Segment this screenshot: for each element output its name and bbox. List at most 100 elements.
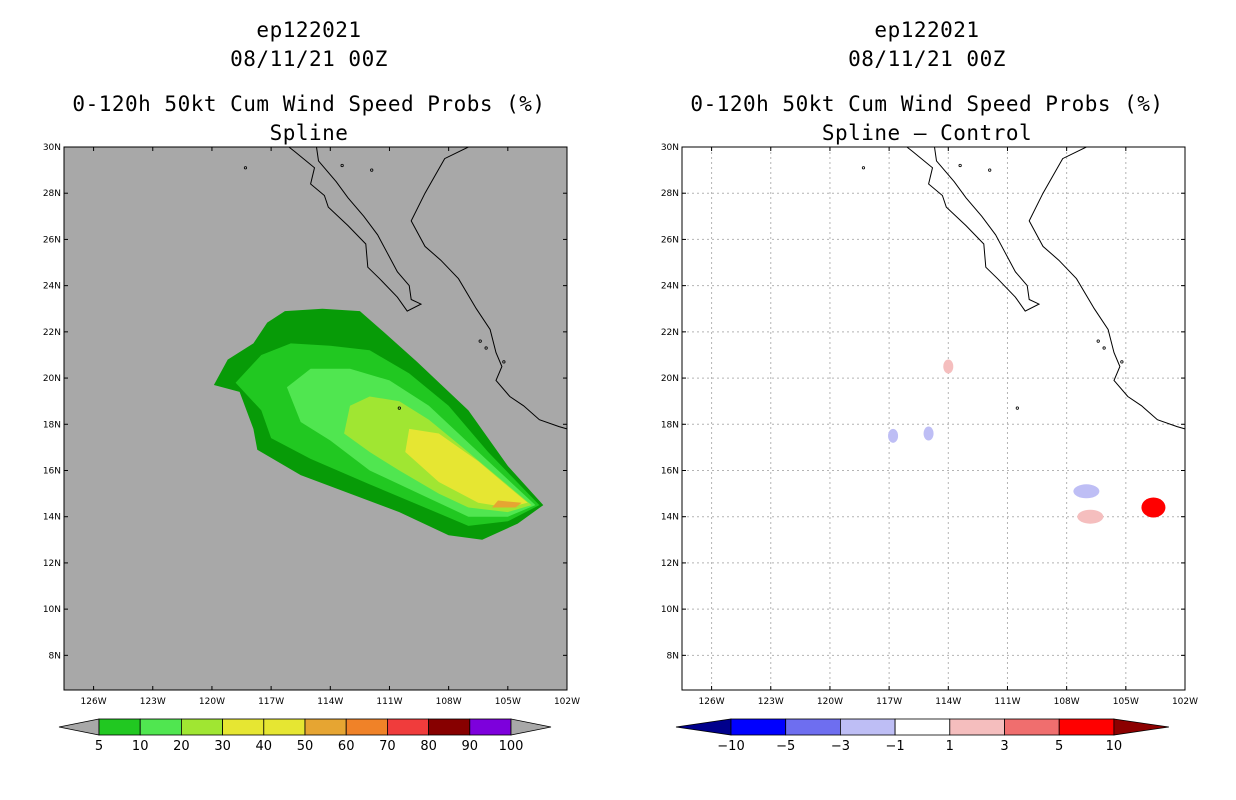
colorbar-box: [785, 718, 841, 736]
y-tick-label: 30N: [43, 143, 61, 153]
colorbar-box: [840, 718, 896, 736]
colorbar-box: [222, 718, 265, 736]
x-tick-label: 123W: [758, 697, 784, 707]
colorbar-box: [1004, 718, 1060, 736]
method-name: Spline: [269, 121, 349, 145]
y-tick-label: 18N: [661, 420, 679, 430]
y-tick-label: 18N: [43, 420, 61, 430]
product-name: 0-120h 50kt Cum Wind Speed Probs (%): [690, 92, 1164, 116]
colorbar-label: −1: [886, 739, 905, 754]
island: [861, 166, 866, 170]
y-tick-label: 16N: [43, 466, 61, 476]
colorbar-label: −10: [717, 739, 744, 754]
y-tick-label: 22N: [661, 328, 679, 338]
x-tick-label: 111W: [376, 697, 402, 707]
colorbar-box: [730, 718, 787, 736]
x-tick-label: 105W: [495, 697, 521, 707]
method-name: Spline – Control: [821, 121, 1033, 145]
colorbar-label: 80: [420, 739, 437, 754]
y-tick-label: 24N: [43, 282, 61, 292]
colorbar-box: [428, 718, 471, 736]
colorbar-left-arrow: [675, 718, 732, 736]
contour-60: [492, 500, 522, 508]
colorbar-box: [949, 718, 1005, 736]
x-tick-label: 120W: [199, 697, 225, 707]
x-tick-label: 102W: [1172, 697, 1198, 707]
storm-id: ep122021: [874, 18, 980, 42]
right-panel-title: ep122021 08/11/21 00Z 0-120h 50kt Cum Wi…: [618, 16, 1236, 148]
y-tick-label: 30N: [661, 143, 679, 153]
x-tick-label: 120W: [817, 697, 843, 707]
colorbar-label: 1: [946, 739, 954, 754]
x-tick-label: 105W: [1113, 697, 1139, 707]
colorbar-label: −3: [831, 739, 850, 754]
product-name: 0-120h 50kt Cum Wind Speed Probs (%): [72, 92, 546, 116]
x-tick-label: 117W: [876, 697, 902, 707]
colorbar-label: −5: [776, 739, 795, 754]
y-tick-label: 14N: [43, 513, 61, 523]
y-tick-label: 8N: [667, 651, 679, 661]
y-tick-label: 22N: [43, 328, 61, 338]
island: [1102, 346, 1106, 350]
difference-feature: [943, 359, 954, 374]
left-map-panel: 126W 123W 120W 117W 114W 111W 108W 105W 102W 8N 10…: [43, 143, 580, 754]
colorbar-right-arrow: [510, 718, 552, 736]
y-tick-label: 20N: [43, 374, 61, 384]
map-frame: [63, 146, 568, 691]
difference-feature-core: [1145, 500, 1162, 515]
y-tick-label: 26N: [43, 235, 61, 245]
x-tick-label: 111W: [994, 697, 1020, 707]
y-tick-label: 24N: [661, 282, 679, 292]
colorbar-right-arrow: [1113, 718, 1169, 736]
island: [502, 360, 506, 364]
left-panel-title: ep122021 08/11/21 00Z 0-120h 50kt Cum Wi…: [0, 16, 618, 148]
y-tick-label: 12N: [43, 559, 61, 569]
difference-feature: [1073, 484, 1100, 499]
y-tick-label: 10N: [43, 605, 61, 615]
colorbar-box: [304, 718, 347, 736]
colorbar-box: [469, 718, 512, 736]
forecast-time: 08/11/21 00Z: [848, 47, 1006, 71]
island: [1015, 406, 1019, 410]
map-content: [213, 147, 567, 540]
island: [370, 168, 374, 172]
storm-id: ep122021: [256, 18, 362, 42]
contour-50: [452, 479, 528, 506]
island: [397, 406, 401, 410]
island: [958, 163, 962, 168]
colorbar: −10 −5 −3 −1 1 3 5 10: [675, 718, 1169, 754]
colorbar: 5 10 20 30 40 50 60 70 80 90 100: [58, 718, 552, 754]
colorbar-label: 40: [256, 739, 273, 754]
right-map-panel: 126W 123W 120W 117W 114W 111W 108W 105W 102W 8N 10…: [661, 143, 1198, 754]
x-tick-label: 114W: [317, 697, 343, 707]
colorbar-box: [180, 718, 223, 736]
y-tick-label: 16N: [661, 466, 679, 476]
colorbar-box: [386, 718, 429, 736]
map-content: [682, 147, 1185, 690]
island: [340, 163, 344, 168]
x-tick-label: 123W: [140, 697, 166, 707]
island: [478, 339, 482, 343]
difference-feature: [1077, 509, 1104, 524]
y-tick-label: 26N: [661, 235, 679, 245]
map-frame: [681, 146, 1186, 691]
y-tick-label: 28N: [43, 189, 61, 199]
y-tick-label: 20N: [661, 374, 679, 384]
colorbar-box: [894, 718, 951, 736]
colorbar-label: 5: [95, 739, 103, 754]
y-tick-label: 12N: [661, 559, 679, 569]
colorbar-label: 90: [462, 739, 479, 754]
forecast-time: 08/11/21 00Z: [230, 47, 388, 71]
colorbar-label: 3: [1000, 739, 1008, 754]
y-tick-label: 10N: [661, 605, 679, 615]
x-tick-label: 126W: [81, 697, 107, 707]
x-tick-label: 114W: [935, 697, 961, 707]
colorbar-label: 5: [1055, 739, 1063, 754]
y-tick-label: 28N: [661, 189, 679, 199]
colorbar-left-arrow: [58, 718, 100, 736]
coastline: [906, 147, 1041, 312]
colorbar-label: 10: [1106, 739, 1123, 754]
x-tick-label: 108W: [1054, 697, 1080, 707]
colorbar-box: [1058, 718, 1115, 736]
